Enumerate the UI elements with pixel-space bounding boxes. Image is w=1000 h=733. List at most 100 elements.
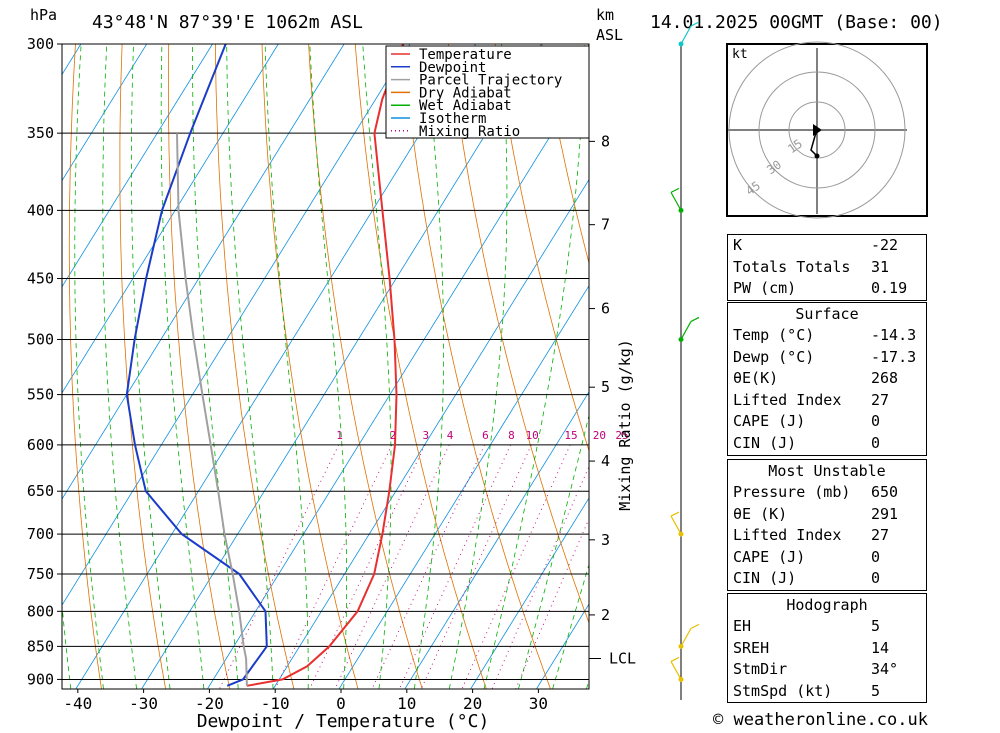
x-tick-label: 30 bbox=[529, 694, 548, 713]
surface-dewp-value: -17.3 bbox=[871, 347, 917, 366]
km-unit-label: km bbox=[596, 6, 614, 24]
series-dewpoint bbox=[125, 44, 268, 687]
mu-li-value: 27 bbox=[871, 526, 890, 545]
surface-theta-value: 268 bbox=[871, 369, 899, 388]
sreh-label: SREH bbox=[733, 638, 770, 657]
wind-barb-flag bbox=[670, 656, 680, 662]
mixing-ratio-tick-label: 20 bbox=[593, 429, 606, 442]
stmspd-label: StmSpd (kt) bbox=[733, 681, 833, 700]
mixing-ratio-axis-label: Mixing Ratio (g/kg) bbox=[616, 339, 634, 511]
totals-value: 31 bbox=[871, 257, 890, 276]
pressure-isobars bbox=[57, 43, 589, 680]
wet-adiabat-line bbox=[362, 44, 392, 689]
wet-adiabat-line bbox=[102, 44, 137, 689]
plot-frame bbox=[61, 43, 590, 690]
isotherm-line bbox=[62, 44, 411, 606]
sreh-value: 14 bbox=[871, 638, 890, 657]
mu-cape-label: CAPE (J) bbox=[733, 547, 806, 566]
km-tick-label: 8 bbox=[601, 132, 610, 150]
dry-adiabat-line bbox=[401, 44, 551, 689]
km-tick-label: 3 bbox=[601, 531, 610, 549]
mixing-ratio-tick-label: 25 bbox=[615, 429, 628, 442]
mixing-ratio-line bbox=[420, 444, 532, 689]
surface-theta-label: θE(K) bbox=[733, 369, 779, 388]
wet-adiabat-line bbox=[309, 44, 347, 689]
hodograph-ring bbox=[728, 41, 906, 219]
wind-barb-shaft bbox=[670, 515, 682, 535]
mixing-ratio-labels: 1 2 3 4 6 8 10 15 20 25 bbox=[336, 429, 628, 442]
pressure-tick-label: 600 bbox=[27, 436, 54, 454]
wind-barbs bbox=[670, 21, 700, 682]
wind-barb-flag bbox=[690, 21, 700, 27]
mixing-ratio-line bbox=[515, 517, 589, 689]
km-axis-labels: 8 7 6 5 4 3 2 LCL bbox=[589, 132, 636, 667]
legend-label: Wet Adiabat bbox=[419, 98, 512, 114]
surface-table: Surface Temp (°C) -14.3 Dewp (°C) -17.3 θE… bbox=[727, 302, 927, 456]
surface-cin-label: CIN (J) bbox=[733, 433, 797, 452]
stmspd-value: 5 bbox=[871, 681, 881, 700]
hodograph-ring bbox=[758, 71, 876, 189]
wind-barb-shaft bbox=[680, 25, 692, 45]
mixing-ratio-line bbox=[274, 444, 393, 689]
dry-adiabat-line bbox=[68, 44, 102, 689]
hodo-title: Hodograph bbox=[786, 596, 868, 614]
mixing-ratio-line bbox=[334, 444, 450, 689]
mu-cin-label: CIN (J) bbox=[733, 569, 797, 588]
k-value: -22 bbox=[871, 236, 899, 254]
stmdir-value: 34° bbox=[871, 660, 899, 679]
isotherm-line bbox=[272, 178, 589, 689]
mixing-ratio-line bbox=[491, 465, 589, 689]
x-tick-label: -40 bbox=[63, 694, 92, 713]
surface-title: Surface bbox=[795, 305, 859, 323]
x-tick-label: -20 bbox=[195, 694, 224, 713]
pressure-tick-label: 450 bbox=[27, 270, 54, 288]
pressure-unit-label: hPa bbox=[30, 6, 57, 24]
mixing-ratio-tick-label: 15 bbox=[564, 429, 577, 442]
mu-cape-value: 0 bbox=[871, 547, 881, 566]
hodograph-ring-label: 45 bbox=[743, 178, 763, 198]
km-tick-label: 7 bbox=[601, 216, 610, 234]
km-tick-label: 6 bbox=[601, 300, 610, 318]
run-date: 14.01.2025 00GMT (Base: 00) bbox=[650, 12, 943, 33]
wind-barb-shaft bbox=[680, 628, 692, 647]
surface-cape-label: CAPE (J) bbox=[733, 412, 806, 431]
series-temperature bbox=[246, 44, 405, 687]
wet-adiabat-line bbox=[160, 44, 205, 689]
legend-label: Isotherm bbox=[419, 111, 486, 127]
mixing-ratio-tick-label: 3 bbox=[423, 429, 430, 442]
dry-adiabat-line bbox=[119, 44, 166, 689]
isotherm-line bbox=[338, 285, 589, 689]
hodograph-unit: kt bbox=[732, 47, 748, 62]
hodograph-table: Hodograph EH 5 SREH 14 StmDir 34° StmSpd (k… bbox=[727, 593, 927, 704]
mu-pressure-value: 650 bbox=[871, 483, 899, 501]
isotherm-line bbox=[62, 44, 213, 288]
wet-adiabat-line bbox=[518, 413, 589, 689]
wet-adiabat-line bbox=[264, 44, 309, 689]
pw-label: PW (cm) bbox=[733, 279, 797, 298]
surface-temp-label: Temp (°C) bbox=[733, 326, 815, 344]
surface-cin-value: 0 bbox=[871, 433, 881, 452]
legend-label: Dewpoint bbox=[419, 60, 486, 76]
hodograph-point bbox=[814, 153, 820, 159]
x-tick-label: 20 bbox=[463, 694, 482, 713]
isotherm-line bbox=[75, 44, 477, 689]
mu-title: Most Unstable bbox=[768, 462, 886, 480]
isotherm-line bbox=[404, 391, 589, 689]
asl-unit-label: ASL bbox=[596, 26, 623, 44]
wind-barb-shaft bbox=[670, 192, 682, 211]
mixing-ratio-line bbox=[371, 444, 486, 689]
legend-label: Temperature bbox=[419, 47, 512, 63]
most-unstable-table: Most Unstable Pressure (mb) 650 θE (K) 291… bbox=[727, 459, 927, 591]
wind-barb-shaft bbox=[670, 661, 682, 680]
isotherm-line bbox=[0, 44, 15, 689]
mixing-ratio-tick-label: 2 bbox=[390, 429, 397, 442]
pressure-axis-labels: 300 350 400 450 500 550 600 650 700 750 800 850 900 bbox=[27, 35, 54, 688]
eh-label: EH bbox=[733, 617, 752, 635]
surface-li-value: 27 bbox=[871, 390, 890, 409]
isotherm-line bbox=[207, 72, 589, 689]
site-credit[interactable]: © weatheronline.co.uk bbox=[713, 710, 928, 730]
mu-cin-value: 0 bbox=[871, 569, 881, 588]
surface-dewp-label: Dewp (°C) bbox=[733, 347, 815, 366]
wet-adiabat-line bbox=[448, 44, 508, 689]
indices-table: K -22 Totals Totals 31 PW (cm) 0.19 bbox=[727, 234, 927, 301]
